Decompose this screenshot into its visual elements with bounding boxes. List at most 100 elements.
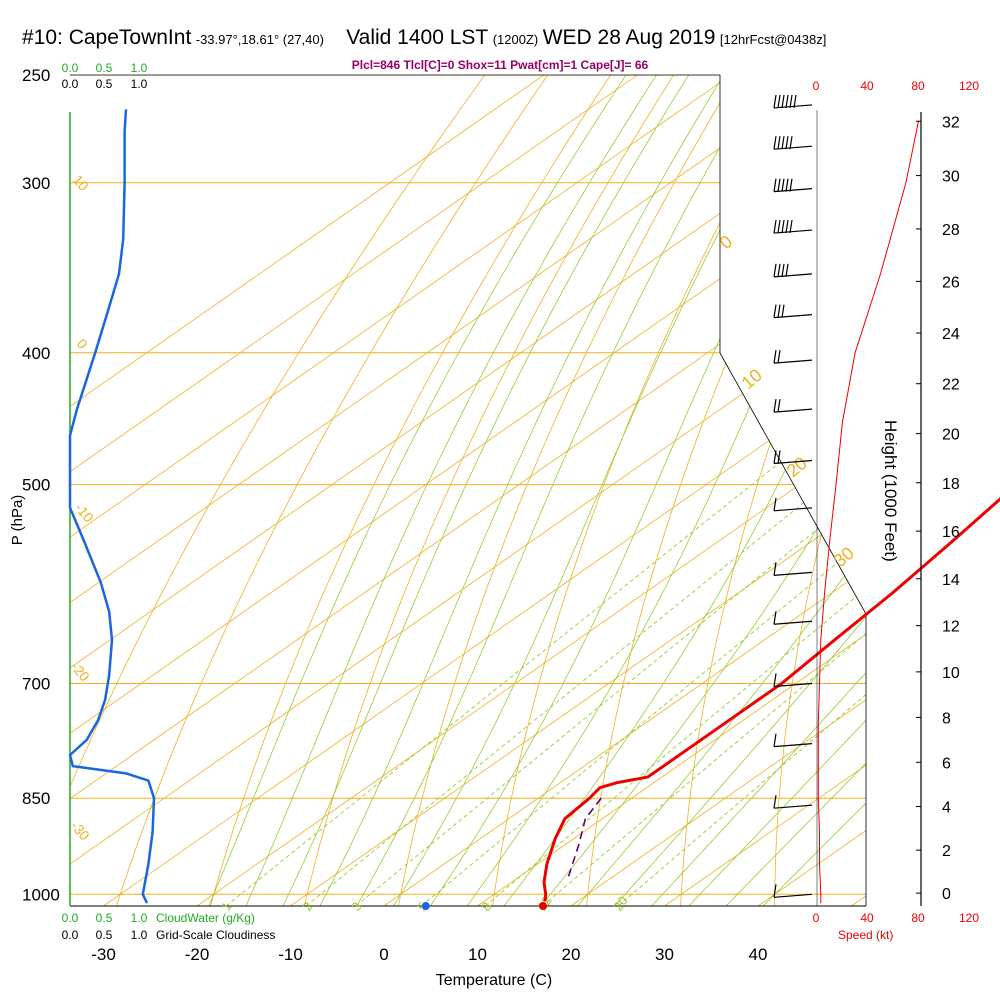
valid-date: WED 28 Aug 2019 xyxy=(542,26,716,49)
wind-barb-staff xyxy=(773,408,813,413)
mixing-ratio-line xyxy=(355,352,866,906)
dry-adiabat-line xyxy=(70,75,486,906)
cloudiness-tick-bottom: 1.0 xyxy=(131,928,148,942)
wind-barb-flag xyxy=(785,219,789,234)
isotherm-line xyxy=(477,75,866,906)
temperature-tick-label: 30 xyxy=(655,945,674,964)
wind-barb-flag xyxy=(773,450,777,464)
wind-barb xyxy=(773,611,813,625)
pressure-tick-label: 400 xyxy=(22,344,50,363)
mixing-ratio-line xyxy=(542,352,866,906)
height-tick-label: 24 xyxy=(942,326,960,343)
wind-barb xyxy=(773,178,813,193)
wind-barb-flag xyxy=(777,350,781,364)
pressure-tick-label: 1000 xyxy=(22,885,60,904)
surface-temperature-dot xyxy=(538,902,547,910)
cloudiness-axis-label: Grid-Scale Cloudiness xyxy=(156,928,275,942)
wind-barb-flag xyxy=(793,94,797,109)
temperature-tick-label: -20 xyxy=(185,945,210,964)
wind-barb-flag xyxy=(773,497,777,511)
cloudwater-tick-bottom: 0.0 xyxy=(62,911,79,925)
height-tick-label: 0 xyxy=(942,886,951,903)
pressure-axis-ticks: 250 300 400 500 700 850 1000 xyxy=(22,66,60,904)
height-tick-label: 18 xyxy=(942,476,960,493)
wind-barb xyxy=(773,350,813,364)
wind-barb-staff xyxy=(773,893,813,898)
speed-tick-top: 0 xyxy=(813,79,820,93)
wind-barb-flag xyxy=(785,136,789,150)
wind-barb-flag xyxy=(789,178,793,192)
wind-barb-flag xyxy=(789,94,793,109)
wind-barb-flag xyxy=(777,263,781,277)
wind-barb xyxy=(773,136,813,150)
wind-barb-flag xyxy=(773,884,777,898)
dry-adiabat-line xyxy=(958,75,1000,906)
wind-barb-flag xyxy=(773,562,777,576)
wind-barb-flag xyxy=(773,136,777,150)
temperature-tick-label: 40 xyxy=(749,945,768,964)
moist-adiabat-line xyxy=(762,75,866,906)
moist-adiabat-label: 10 xyxy=(738,365,766,393)
mixing-ratio-label: 2 xyxy=(299,899,315,914)
dry-adiabat-line xyxy=(210,75,611,906)
mixing-ratio-label: 8 xyxy=(478,899,494,914)
temperature-tick-label: -10 xyxy=(278,945,303,964)
cloudwater-tick-bottom: 1.0 xyxy=(131,911,148,925)
wind-barb-staff xyxy=(773,620,813,625)
isotherm-line xyxy=(70,75,732,906)
temperature-line xyxy=(542,497,1000,902)
wind-barb-flag xyxy=(773,795,777,809)
isotherm-line xyxy=(664,75,866,906)
cloudwater-tick-top: 1.0 xyxy=(131,61,148,75)
isotherm-line xyxy=(70,75,866,906)
temperature-axis-label: Temperature (C) xyxy=(436,972,552,989)
wind-barb xyxy=(773,304,813,319)
wind-barb-flag xyxy=(773,304,777,318)
isotherm-line xyxy=(70,75,545,906)
moist-adiabat-line xyxy=(356,75,762,906)
valid-time: Valid 1400 LST xyxy=(346,26,489,49)
pressure-tick-label: 300 xyxy=(22,174,50,193)
cloudwater-tick-bottom: 0.5 xyxy=(96,911,113,925)
moist-adiabat-line xyxy=(466,75,866,906)
pressure-tick-label: 250 xyxy=(22,66,50,85)
dry-adiabat-line xyxy=(492,75,800,906)
wind-barb xyxy=(773,219,813,234)
wind-barb-flag xyxy=(773,673,777,687)
background-grid xyxy=(70,75,1000,906)
dry-adiabat-line xyxy=(398,75,737,906)
cloudwater-tick-top: 0.0 xyxy=(62,61,79,75)
wind-barb-staff xyxy=(773,188,813,193)
dry-adiabat-line xyxy=(116,75,549,906)
cloudwater-axis-label: CloudWater (g/Kg) xyxy=(156,911,255,925)
moist-adiabat-label: 30 xyxy=(830,543,858,571)
speed-tick-top: 40 xyxy=(860,79,874,93)
moist-adiabat-line xyxy=(725,75,866,906)
wind-barb-flag xyxy=(773,733,777,747)
wind-barb-flag xyxy=(777,304,781,318)
dry-adiabat-label: 0 xyxy=(74,336,91,352)
wind-barb-flag xyxy=(777,178,781,192)
isotherm-line xyxy=(103,75,866,906)
isotherm-line xyxy=(70,75,638,906)
isotherm-line xyxy=(383,75,866,906)
sounding-indices: Plcl=846 Tlcl[C]=0 Shox=11 Pwat[cm]=1 Ca… xyxy=(351,58,649,72)
plot-border xyxy=(70,74,867,906)
wind-barb-staff xyxy=(773,507,813,512)
moist-adiabat-line xyxy=(651,75,866,906)
moist-adiabat-line xyxy=(282,75,690,906)
wind-barb-staff xyxy=(773,104,813,109)
wind-barb-staff xyxy=(773,229,813,234)
wind-barb-staff xyxy=(773,804,813,809)
temperature-tick-label: 20 xyxy=(562,945,581,964)
wind-barb-flag xyxy=(773,399,777,413)
wind-barb-flag xyxy=(781,94,785,109)
mixing-ratio-line xyxy=(225,352,866,906)
pressure-tick-label: 700 xyxy=(22,675,50,694)
temperature-tick-label: 10 xyxy=(468,945,487,964)
isotherm-line xyxy=(196,75,866,906)
surface-dewpoint-dot xyxy=(421,902,430,910)
wind-barb-staff xyxy=(773,145,813,150)
